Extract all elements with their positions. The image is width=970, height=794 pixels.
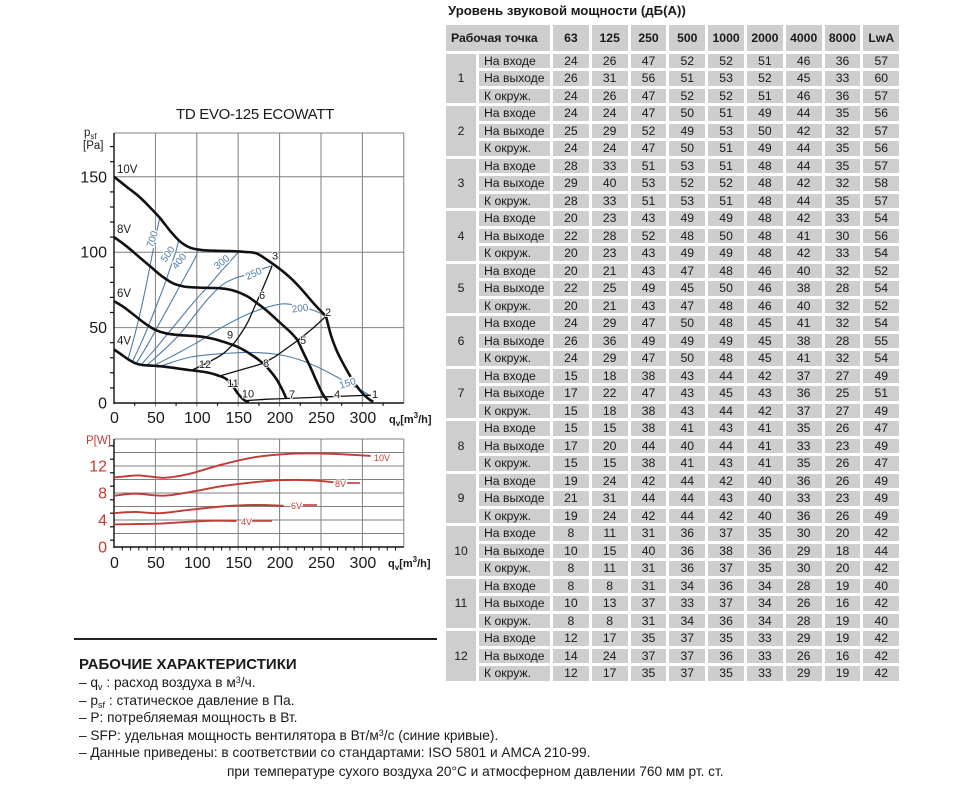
svg-text:6: 6: [259, 290, 265, 302]
svg-text:150: 150: [225, 410, 252, 427]
svg-text:1: 1: [372, 389, 378, 401]
svg-text:4V: 4V: [117, 336, 131, 348]
svg-text:10V: 10V: [374, 453, 390, 463]
svg-text:3: 3: [272, 251, 278, 263]
svg-text:10V: 10V: [117, 164, 138, 176]
svg-text:6V: 6V: [117, 288, 131, 300]
svg-text:4: 4: [98, 513, 107, 530]
svg-text:P[W]: P[W]: [86, 435, 111, 447]
svg-text:10: 10: [242, 389, 254, 401]
svg-text:0: 0: [110, 410, 119, 427]
svg-text:0: 0: [110, 555, 119, 572]
svg-text:300: 300: [350, 410, 377, 427]
svg-text:7: 7: [289, 389, 295, 401]
svg-text:qv[m3/h]: qv[m3/h]: [389, 411, 432, 428]
svg-text:4: 4: [334, 389, 340, 401]
svg-text:4V: 4V: [241, 517, 252, 527]
svg-text:700: 700: [145, 229, 161, 249]
svg-text:200: 200: [267, 555, 294, 572]
svg-text:[Pa]: [Pa]: [83, 140, 103, 152]
svg-text:50: 50: [147, 410, 165, 427]
svg-text:150: 150: [338, 376, 358, 392]
svg-text:0: 0: [98, 396, 107, 413]
svg-text:9: 9: [227, 330, 233, 342]
svg-text:300: 300: [212, 253, 232, 272]
svg-text:8: 8: [98, 486, 107, 503]
svg-text:12: 12: [199, 359, 211, 371]
svg-text:250: 250: [308, 555, 335, 572]
svg-text:2: 2: [325, 307, 331, 319]
svg-text:TD EVO-125 ECOWATT: TD EVO-125 ECOWATT: [176, 106, 334, 123]
svg-text:100: 100: [184, 555, 211, 572]
svg-text:8V: 8V: [335, 479, 346, 489]
svg-text:5: 5: [300, 335, 306, 347]
svg-text:200: 200: [267, 410, 294, 427]
svg-text:50: 50: [89, 320, 107, 337]
svg-text:qv[m3/h]: qv[m3/h]: [388, 555, 431, 572]
svg-text:psf: psf: [84, 127, 97, 141]
svg-text:0: 0: [98, 540, 107, 557]
svg-text:200: 200: [291, 302, 309, 315]
svg-text:12: 12: [89, 459, 107, 476]
svg-text:100: 100: [80, 245, 107, 262]
svg-text:300: 300: [350, 555, 377, 572]
svg-text:8: 8: [263, 358, 269, 370]
svg-text:250: 250: [244, 266, 264, 283]
svg-text:50: 50: [147, 555, 165, 572]
svg-text:250: 250: [308, 410, 335, 427]
svg-text:11: 11: [227, 378, 238, 390]
svg-text:8V: 8V: [117, 224, 131, 236]
svg-text:6V: 6V: [291, 501, 302, 511]
svg-text:150: 150: [225, 555, 252, 572]
svg-text:150: 150: [80, 169, 107, 186]
svg-text:100: 100: [184, 410, 211, 427]
